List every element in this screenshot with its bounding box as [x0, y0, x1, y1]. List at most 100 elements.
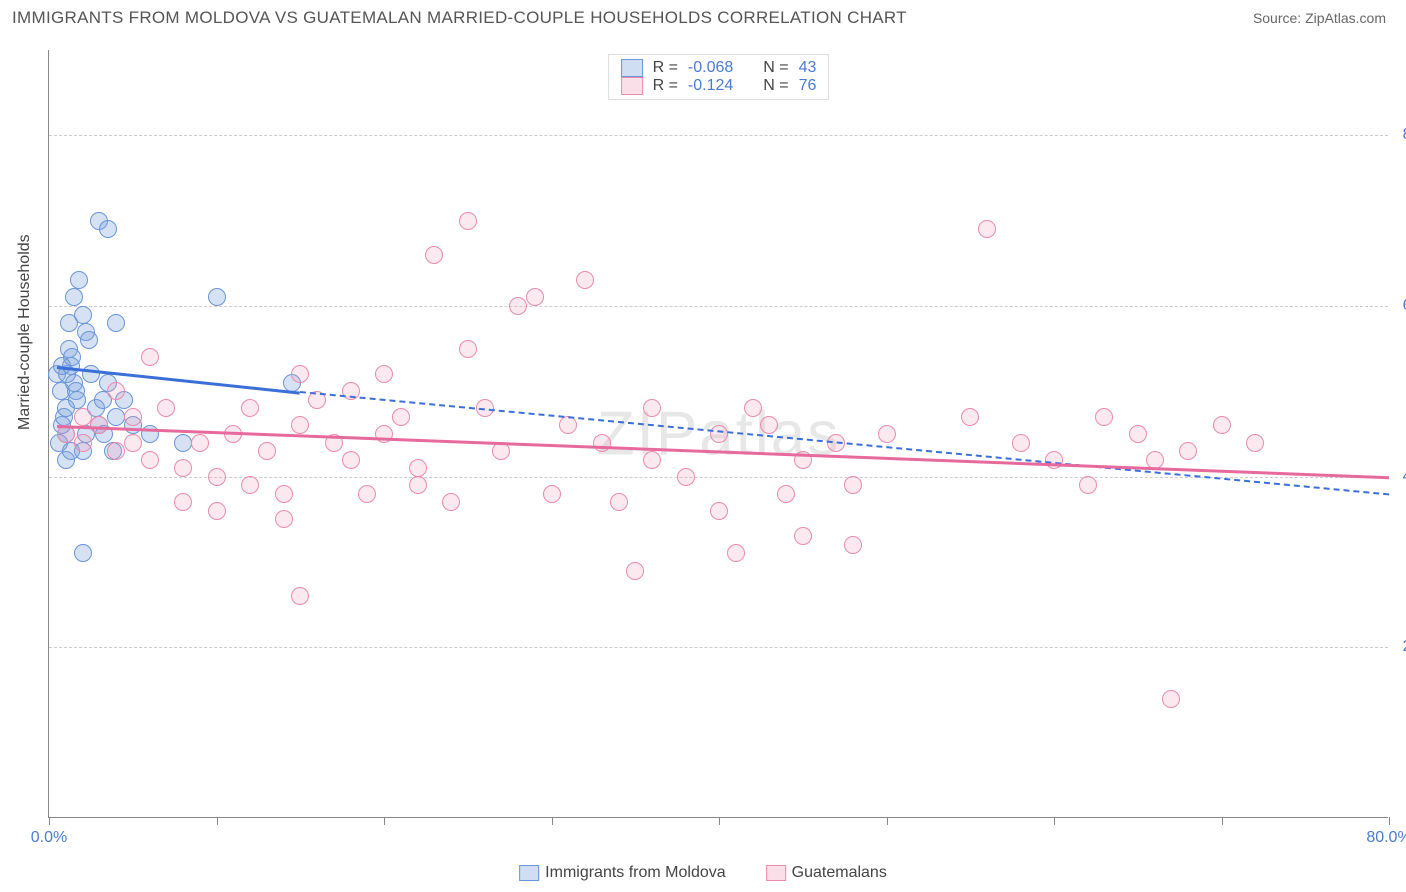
- data-point: [409, 459, 427, 477]
- data-point: [459, 340, 477, 358]
- data-point: [459, 212, 477, 230]
- data-point: [677, 468, 695, 486]
- ytick-label: 60.0%: [1403, 297, 1406, 315]
- data-point: [1095, 408, 1113, 426]
- data-point: [643, 451, 661, 469]
- legend-r-value: -0.124: [688, 77, 733, 95]
- data-point: [777, 485, 795, 503]
- data-point: [559, 416, 577, 434]
- data-point: [55, 408, 73, 426]
- data-point: [358, 485, 376, 503]
- legend-r-value: -0.068: [688, 59, 733, 77]
- xtick-label: 0.0%: [31, 829, 67, 847]
- legend-row: R = -0.124 N = 76: [621, 77, 817, 95]
- legend-n-value: 76: [799, 77, 817, 95]
- data-point: [291, 416, 309, 434]
- legend-item: Guatemalans: [766, 864, 887, 882]
- ytick-label: 40.0%: [1403, 468, 1406, 486]
- gridline: [49, 647, 1388, 648]
- data-point: [174, 493, 192, 511]
- chart-title: IMMIGRANTS FROM MOLDOVA VS GUATEMALAN MA…: [12, 8, 907, 28]
- legend-correlation: R =-0.068N =43R = -0.124 N = 76: [608, 54, 830, 100]
- legend-swatch: [766, 865, 786, 881]
- legend-swatch: [621, 77, 643, 95]
- data-point: [291, 587, 309, 605]
- data-point: [425, 246, 443, 264]
- data-point: [174, 434, 192, 452]
- data-point: [141, 348, 159, 366]
- legend-r-label: R =: [653, 77, 678, 95]
- data-point: [74, 434, 92, 452]
- legend-label: Guatemalans: [792, 864, 887, 881]
- xtick: [719, 817, 720, 825]
- data-point: [392, 408, 410, 426]
- data-point: [70, 271, 88, 289]
- legend-label: Immigrants from Moldova: [545, 864, 726, 881]
- data-point: [174, 459, 192, 477]
- data-point: [727, 544, 745, 562]
- legend-series: Immigrants from Moldova Guatemalans: [519, 864, 887, 882]
- data-point: [241, 399, 259, 417]
- data-point: [74, 306, 92, 324]
- legend-row: R =-0.068N =43: [621, 59, 817, 77]
- xtick: [217, 817, 218, 825]
- data-point: [844, 476, 862, 494]
- legend-item: Immigrants from Moldova: [519, 864, 726, 882]
- data-point: [509, 297, 527, 315]
- data-point: [442, 493, 460, 511]
- data-point: [107, 382, 125, 400]
- data-point: [1162, 690, 1180, 708]
- plot-area: ZIPatlas R =-0.068N =43R =-0.124N =76 20…: [48, 50, 1388, 818]
- legend-swatch: [621, 59, 643, 77]
- data-point: [124, 434, 142, 452]
- data-point: [74, 544, 92, 562]
- data-point: [107, 442, 125, 460]
- data-point: [1129, 425, 1147, 443]
- data-point: [208, 468, 226, 486]
- data-point: [1213, 416, 1231, 434]
- ytick-label: 20.0%: [1403, 638, 1406, 656]
- data-point: [157, 399, 175, 417]
- data-point: [342, 451, 360, 469]
- data-point: [760, 416, 778, 434]
- data-point: [526, 288, 544, 306]
- title-bar: IMMIGRANTS FROM MOLDOVA VS GUATEMALAN MA…: [0, 0, 1406, 36]
- xtick: [1054, 817, 1055, 825]
- xtick: [49, 817, 50, 825]
- legend-swatch: [519, 865, 539, 881]
- xtick-label: 80.0%: [1366, 829, 1406, 847]
- source-label: Source: ZipAtlas.com: [1253, 10, 1386, 26]
- data-point: [610, 493, 628, 511]
- data-point: [141, 451, 159, 469]
- data-point: [710, 425, 728, 443]
- data-point: [978, 220, 996, 238]
- data-point: [643, 399, 661, 417]
- data-point: [258, 442, 276, 460]
- data-point: [1179, 442, 1197, 460]
- xtick: [552, 817, 553, 825]
- data-point: [543, 485, 561, 503]
- data-point: [961, 408, 979, 426]
- data-point: [409, 476, 427, 494]
- gridline: [49, 135, 1388, 136]
- data-point: [241, 476, 259, 494]
- data-point: [1079, 476, 1097, 494]
- data-point: [208, 502, 226, 520]
- data-point: [878, 425, 896, 443]
- data-point: [74, 408, 92, 426]
- xtick: [1389, 817, 1390, 825]
- data-point: [68, 391, 86, 409]
- ytick-label: 80.0%: [1403, 126, 1406, 144]
- data-point: [65, 288, 83, 306]
- xtick: [887, 817, 888, 825]
- data-point: [1012, 434, 1030, 452]
- data-point: [107, 314, 125, 332]
- data-point: [375, 365, 393, 383]
- legend-n-label: N =: [763, 77, 788, 95]
- data-point: [191, 434, 209, 452]
- data-point: [844, 536, 862, 554]
- data-point: [744, 399, 762, 417]
- data-point: [107, 408, 125, 426]
- xtick: [384, 817, 385, 825]
- data-point: [576, 271, 594, 289]
